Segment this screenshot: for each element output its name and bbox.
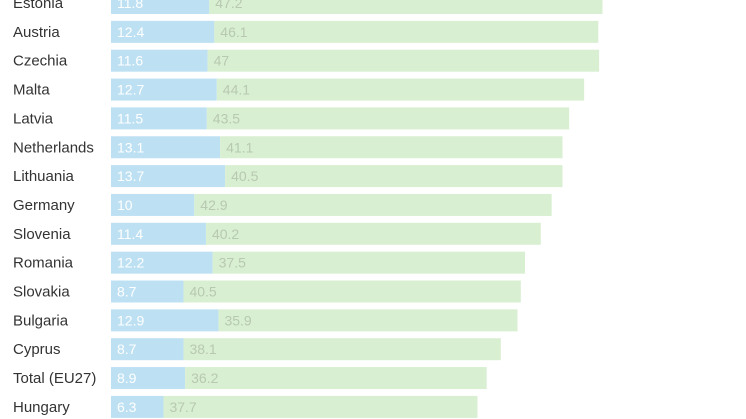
category-label: Hungary (13, 399, 70, 416)
bar-value-label: 10 (117, 197, 133, 213)
bar-segment-first (111, 222, 206, 245)
bar-value-label: 6.3 (117, 399, 137, 415)
bar-value-label: 47.2 (215, 0, 242, 11)
bar-segment-first (111, 251, 213, 274)
bar-value-label: 42.9 (200, 197, 227, 213)
category-label: Total (EU27) (13, 370, 96, 387)
bar-value-label: 12.9 (117, 312, 144, 328)
bar-segment-second (225, 165, 563, 188)
category-label: Malta (13, 82, 50, 99)
bar-value-label: 13.1 (117, 139, 144, 155)
bar-segment-second (194, 193, 552, 216)
bar-segment-first (111, 165, 226, 188)
bar-value-label: 38.1 (189, 341, 216, 357)
bar-segment-first (111, 49, 208, 72)
bar-segment-second (209, 0, 603, 14)
bar-segment-first (111, 280, 184, 303)
bar-segment-first (111, 395, 164, 418)
bar-segment-second (216, 78, 585, 101)
bar-segment-second (163, 395, 478, 418)
category-label: Lithuania (13, 168, 75, 185)
bar-value-label: 44.1 (223, 82, 250, 98)
bar-value-label: 8.9 (117, 370, 137, 386)
bar-segment-first (111, 107, 207, 130)
bar-value-label: 11.8 (117, 0, 143, 11)
category-label: Czechia (13, 53, 68, 70)
bar-segment-second (206, 107, 570, 130)
bar-segment-second (212, 251, 526, 274)
bar-value-label: 35.9 (224, 312, 251, 328)
category-label: Estonia (13, 0, 64, 12)
bar-value-label: 11.5 (117, 110, 143, 126)
bar-segment-first (111, 338, 184, 361)
bar-value-label: 37.5 (219, 255, 246, 271)
bar-value-label: 11.6 (117, 53, 143, 69)
bar-value-label: 46.1 (220, 24, 247, 40)
bar-segment-second (207, 49, 600, 72)
bar-segment-first (111, 193, 195, 216)
bar-value-label: 11.4 (117, 226, 143, 242)
bar-value-label: 12.7 (117, 82, 144, 98)
bar-value-label: 41.1 (226, 139, 253, 155)
bar-value-label: 8.7 (117, 284, 137, 300)
bar-segment-second (183, 280, 521, 303)
bar-value-label: 40.5 (189, 284, 216, 300)
category-label: Germany (13, 197, 75, 214)
bar-value-label: 12.4 (117, 24, 144, 40)
bar-value-label: 47 (214, 53, 230, 69)
bar-segment-first (111, 78, 217, 101)
bar-segment-first (111, 136, 221, 159)
category-label: Slovenia (13, 226, 71, 243)
bar-value-label: 12.2 (117, 255, 144, 271)
bar-segment-second (205, 222, 541, 245)
bar-segment-first (111, 309, 219, 332)
category-label: Slovakia (13, 284, 70, 301)
bar-segment-second (185, 367, 487, 390)
bar-value-label: 43.5 (213, 110, 240, 126)
bar-segment-second (183, 338, 501, 361)
category-label: Bulgaria (13, 312, 69, 329)
bar-value-label: 8.7 (117, 341, 137, 357)
bar-value-label: 40.5 (231, 168, 258, 184)
category-label: Netherlands (13, 139, 94, 156)
bar-segment-first (111, 0, 210, 14)
category-label: Latvia (13, 110, 54, 127)
category-label: Austria (13, 24, 60, 41)
category-label: Romania (13, 255, 74, 272)
bar-value-label: 13.7 (117, 168, 144, 184)
bar-value-label: 40.2 (212, 226, 239, 242)
category-label: Cyprus (13, 341, 61, 358)
bar-segment-first (111, 20, 215, 43)
bar-value-label: 37.7 (169, 399, 196, 415)
bar-segment-second (220, 136, 563, 159)
bar-segment-second (218, 309, 518, 332)
bar-segment-second (214, 20, 599, 43)
bar-value-label: 36.2 (191, 370, 218, 386)
bar-segment-first (111, 367, 186, 390)
